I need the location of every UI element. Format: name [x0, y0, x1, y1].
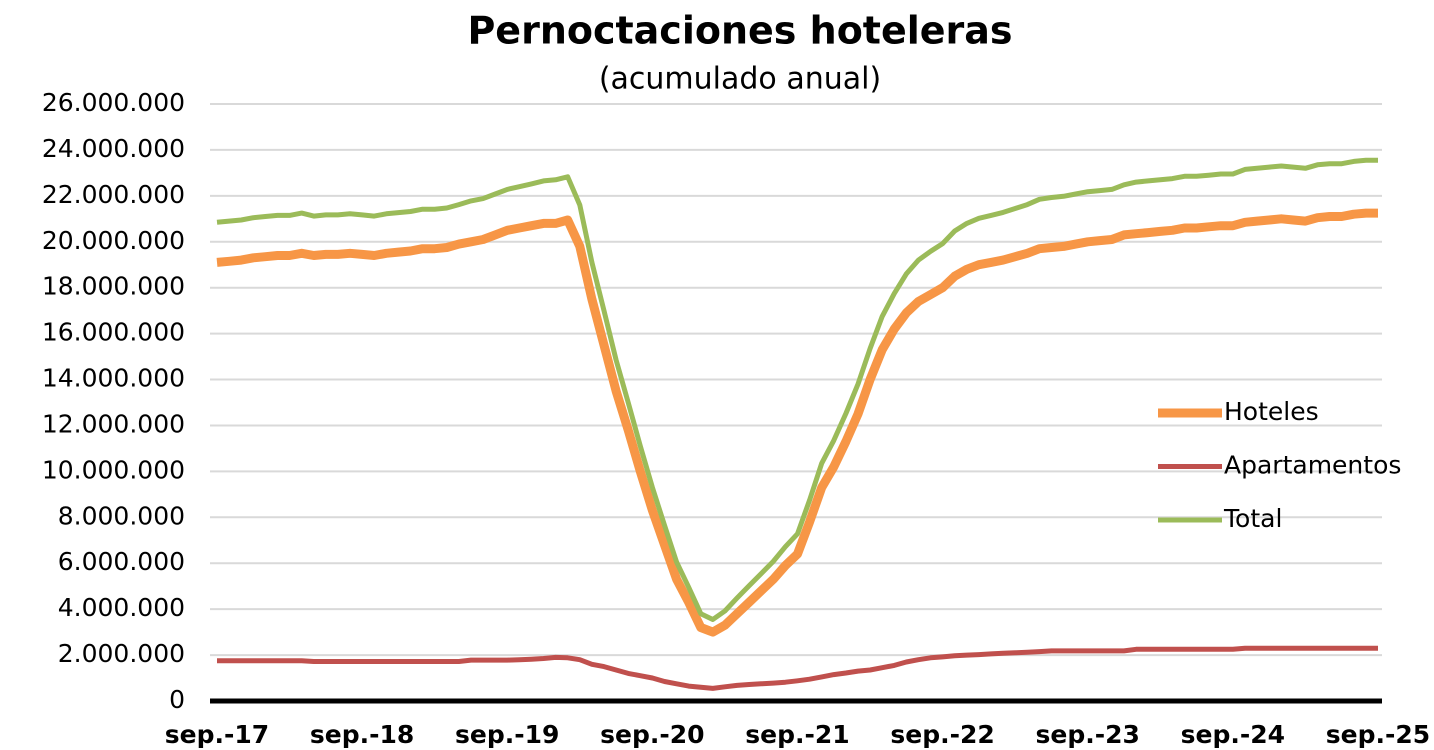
x-tick-label: sep.-24	[1181, 720, 1285, 749]
y-tick-label: 14.000.000	[42, 364, 185, 393]
x-tick-label: sep.-20	[600, 720, 704, 749]
y-tick-label: 26.000.000	[42, 88, 185, 117]
legend-label: Apartamentos	[1224, 451, 1401, 480]
y-tick-label: 18.000.000	[42, 272, 185, 301]
y-tick-label: 22.000.000	[42, 180, 185, 209]
series-line	[217, 645, 1378, 691]
series-line	[216, 208, 1378, 637]
y-tick-label: 4.000.000	[58, 593, 185, 622]
x-tick-label: sep.-17	[165, 720, 269, 749]
series-line	[216, 157, 1378, 622]
legend-label: Total	[1223, 504, 1282, 533]
y-tick-label: 12.000.000	[42, 409, 185, 438]
y-tick-label: 16.000.000	[42, 318, 185, 347]
y-tick-label: 2.000.000	[58, 639, 185, 668]
chart-subtitle: (acumulado anual)	[599, 62, 881, 97]
y-tick-label: 0	[169, 685, 185, 714]
x-tick-label: sep.-23	[1036, 720, 1140, 749]
y-tick-label: 24.000.000	[42, 134, 185, 163]
x-tick-label: sep.-19	[455, 720, 559, 749]
x-tick-label: sep.-25	[1326, 720, 1430, 749]
chart-title: Pernoctaciones hoteleras	[467, 9, 1012, 53]
y-tick-label: 10.000.000	[42, 455, 185, 484]
y-tick-label: 20.000.000	[42, 226, 185, 255]
y-tick-label: 8.000.000	[58, 501, 185, 530]
x-tick-label: sep.-22	[890, 720, 994, 749]
x-tick-label: sep.-21	[745, 720, 849, 749]
x-tick-label: sep.-18	[310, 720, 414, 749]
legend-label: Hoteles	[1224, 397, 1319, 426]
y-tick-label: 6.000.000	[58, 547, 185, 576]
